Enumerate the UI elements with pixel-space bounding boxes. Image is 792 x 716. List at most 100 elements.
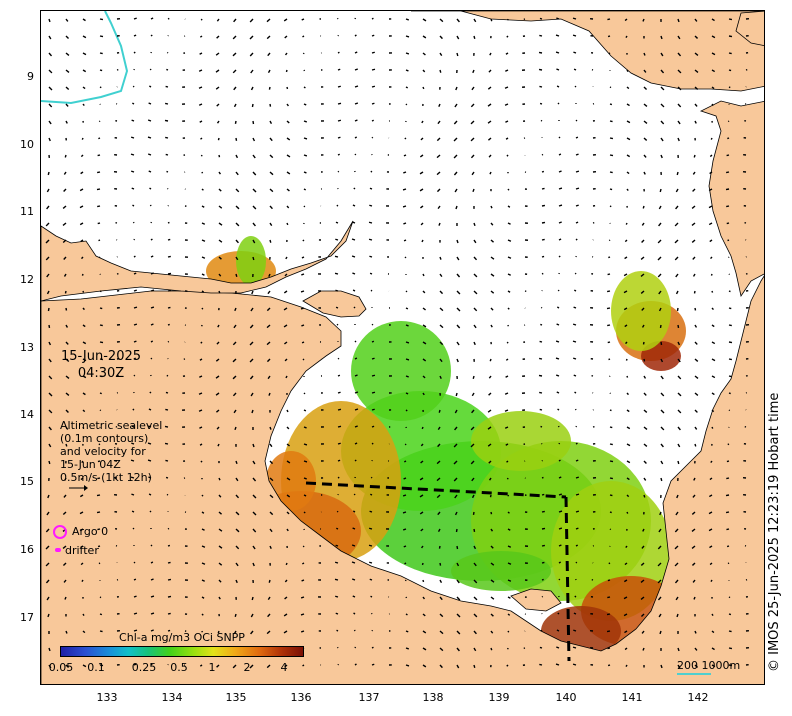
- velocity-arrow: [65, 86, 70, 90]
- velocity-arrow: [643, 69, 647, 73]
- velocity-arrow: [694, 120, 697, 124]
- velocity-arrow: [284, 35, 288, 39]
- velocity-arrow: [353, 493, 356, 496]
- velocity-arrow: [539, 646, 543, 649]
- velocity-arrow: [251, 103, 254, 108]
- velocity-arrow: [608, 52, 611, 55]
- velocity-arrow: [711, 86, 715, 90]
- velocity-arrow: [728, 630, 732, 633]
- velocity-arrow: [235, 562, 239, 567]
- velocity-arrow: [692, 171, 696, 175]
- velocity-arrow: [166, 68, 169, 71]
- velocity-arrow: [286, 188, 290, 192]
- velocity-arrow: [471, 86, 475, 91]
- velocity-arrow: [674, 222, 679, 227]
- velocity-arrow: [658, 307, 662, 312]
- velocity-arrow: [99, 664, 104, 667]
- velocity-arrow: [369, 561, 373, 564]
- velocity-arrow: [98, 137, 101, 140]
- velocity-arrow: [692, 494, 696, 498]
- velocity-arrow: [626, 443, 631, 447]
- velocity-arrow: [98, 120, 101, 123]
- velocity-arrow: [215, 375, 220, 379]
- velocity-arrow: [660, 86, 665, 91]
- x-tick-label: 133: [96, 691, 118, 704]
- velocity-arrow: [215, 52, 220, 56]
- velocity-arrow: [556, 646, 560, 649]
- velocity-arrow: [625, 222, 628, 225]
- velocity-arrow: [507, 579, 512, 582]
- velocity-arrow: [726, 222, 730, 225]
- velocity-arrow: [490, 630, 494, 634]
- velocity-arrow: [558, 510, 563, 513]
- velocity-arrow: [405, 596, 408, 599]
- velocity-arrow: [609, 477, 614, 480]
- velocity-arrow: [371, 442, 374, 445]
- velocity-arrow: [198, 103, 203, 106]
- velocity-arrow: [82, 392, 86, 396]
- velocity-arrow: [625, 35, 628, 38]
- velocity-arrow: [558, 187, 563, 190]
- velocity-arrow: [674, 545, 679, 550]
- velocity-arrow: [233, 86, 237, 91]
- velocity-arrow: [677, 52, 682, 57]
- velocity-arrow: [283, 290, 288, 294]
- velocity-arrow: [541, 153, 544, 156]
- velocity-arrow: [133, 663, 137, 666]
- velocity-arrow: [728, 290, 731, 293]
- velocity-arrow: [235, 494, 240, 499]
- velocity-arrow: [234, 120, 237, 124]
- velocity-arrow: [557, 425, 560, 428]
- velocity-arrow: [660, 358, 664, 363]
- velocity-arrow: [711, 69, 716, 73]
- velocity-arrow: [420, 545, 424, 549]
- velocity-arrow: [199, 375, 203, 378]
- velocity-arrow: [437, 528, 441, 532]
- land-west-top: [41, 220, 354, 302]
- velocity-arrow: [710, 460, 713, 464]
- velocity-arrow: [609, 392, 612, 395]
- velocity-arrow: [660, 103, 665, 108]
- velocity-arrow: [624, 562, 628, 566]
- velocity-arrow: [728, 307, 732, 310]
- velocity-arrow: [623, 613, 628, 617]
- velocity-arrow: [472, 375, 475, 380]
- velocity-arrow: [422, 290, 426, 294]
- velocity-arrow: [131, 493, 135, 496]
- velocity-arrow: [677, 426, 681, 431]
- velocity-arrow: [642, 205, 645, 209]
- velocity-arrow: [150, 272, 155, 275]
- velocity-arrow: [234, 426, 237, 431]
- velocity-arrow: [303, 120, 307, 123]
- velocity-arrow: [504, 426, 509, 429]
- scale-bar: [677, 673, 711, 675]
- velocity-arrow: [625, 664, 628, 667]
- velocity-arrow: [711, 341, 716, 345]
- velocity-arrow: [48, 120, 52, 125]
- velocity-arrow: [337, 136, 341, 139]
- velocity-arrow: [131, 425, 135, 428]
- velocity-arrow: [133, 34, 137, 37]
- velocity-arrow: [558, 136, 561, 139]
- velocity-arrow: [133, 323, 138, 326]
- velocity-arrow: [728, 341, 733, 344]
- velocity-arrow: [693, 477, 696, 481]
- chlorophyll-patch: [471, 411, 571, 471]
- velocity-arrow: [251, 290, 254, 295]
- velocity-arrow: [472, 511, 475, 515]
- velocity-arrow: [150, 238, 153, 241]
- velocity-arrow: [473, 545, 477, 550]
- velocity-arrow: [420, 460, 424, 464]
- velocity-arrow: [370, 612, 373, 615]
- velocity-arrow: [233, 103, 237, 108]
- velocity-arrow: [149, 204, 152, 207]
- velocity-arrow: [659, 511, 662, 516]
- velocity-arrow: [507, 545, 512, 548]
- velocity-arrow: [420, 205, 424, 209]
- velocity-arrow: [676, 171, 679, 176]
- velocity-arrow: [133, 561, 136, 564]
- velocity-arrow: [675, 290, 679, 295]
- velocity-arrow: [300, 630, 305, 633]
- velocity-arrow: [660, 35, 663, 40]
- x-tick-label: 136: [290, 691, 312, 704]
